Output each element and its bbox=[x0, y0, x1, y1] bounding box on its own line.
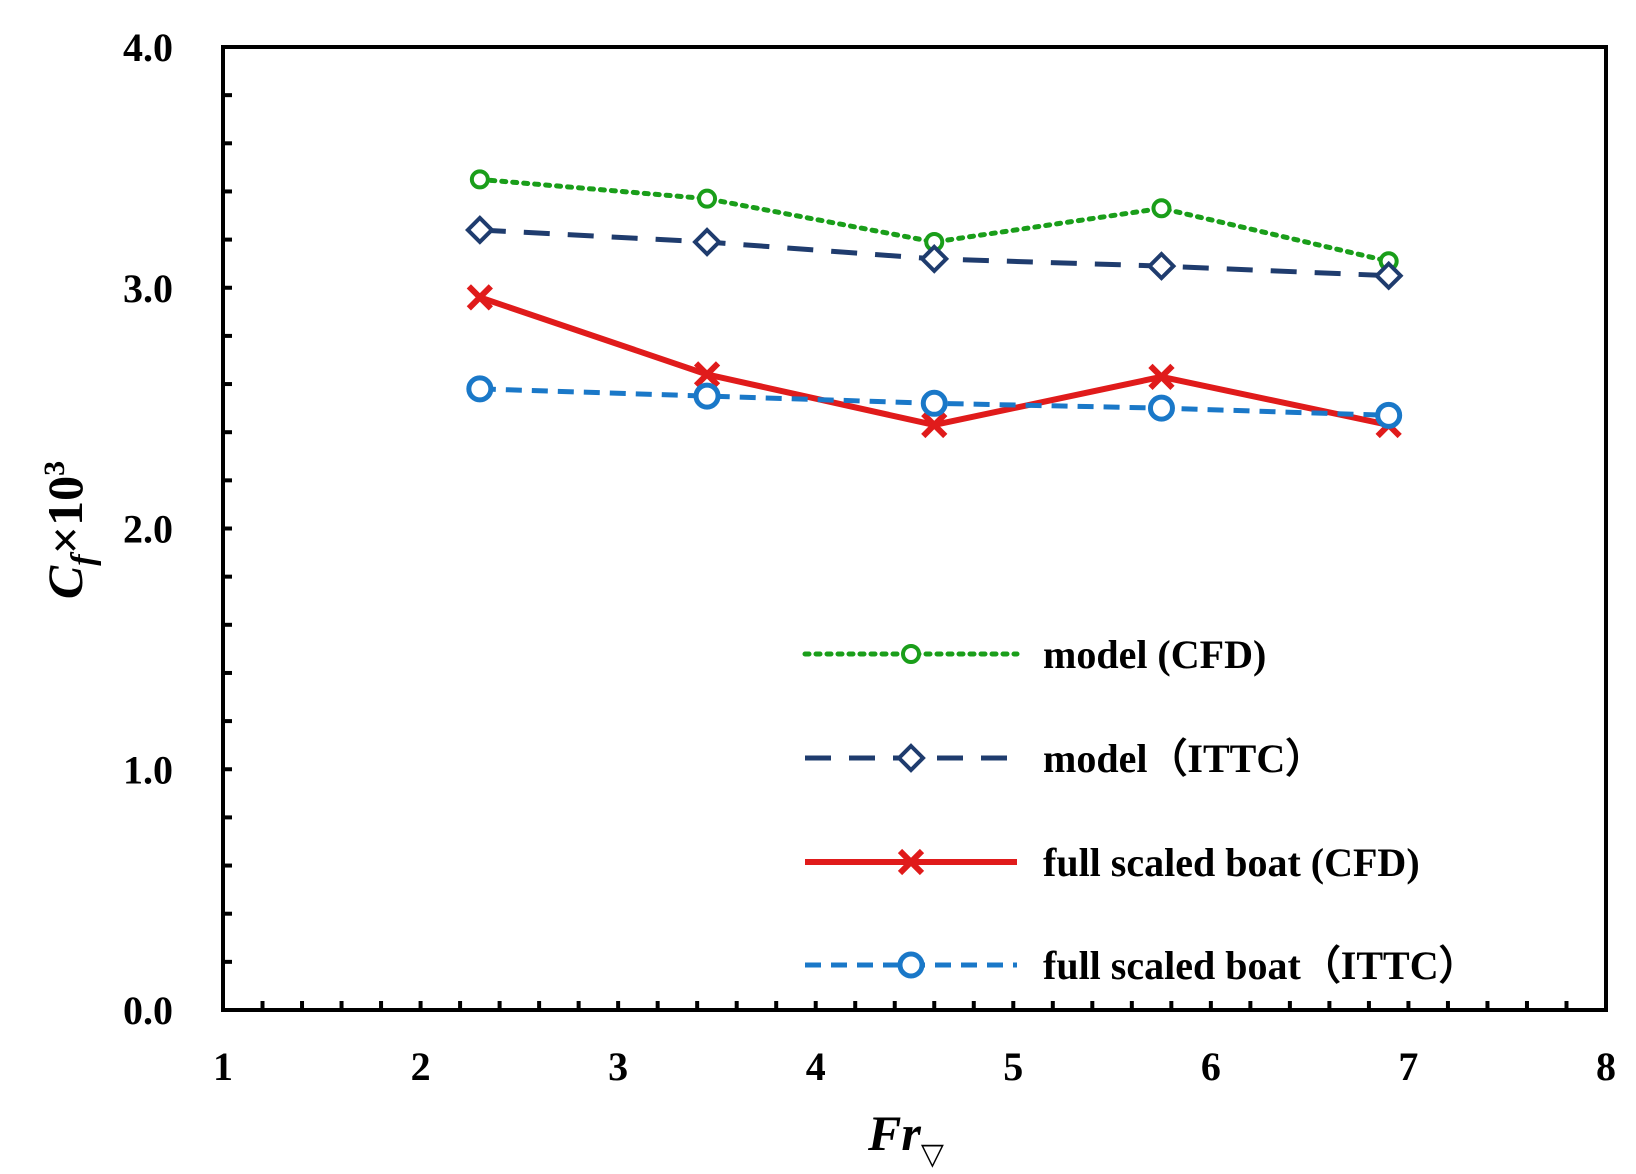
x-axis-title-main: Fr bbox=[867, 1105, 921, 1161]
x-tick-label: 6 bbox=[1201, 1044, 1221, 1089]
data-point bbox=[1375, 401, 1403, 429]
y-tick-labels: 0.0 1.0 2.0 3.0 4.0 bbox=[123, 25, 173, 1033]
y-tick-label: 3.0 bbox=[123, 266, 173, 311]
data-point bbox=[469, 169, 490, 190]
legend-swatch-marker bbox=[901, 644, 921, 664]
series-full-scaled-boat-cfd- bbox=[466, 284, 1402, 439]
y-tick-label: 0.0 bbox=[123, 988, 173, 1033]
legend-item: model（ITTC） bbox=[805, 736, 1325, 781]
y-tick-label: 1.0 bbox=[123, 747, 173, 792]
data-point bbox=[920, 389, 948, 417]
y-tick-label: 2.0 bbox=[123, 507, 173, 552]
y-axis-title-superscript: 3 bbox=[38, 461, 71, 476]
legend-swatch-marker bbox=[897, 951, 925, 979]
legend-label: full scaled boat (CFD) bbox=[1043, 840, 1420, 885]
data-point bbox=[466, 284, 493, 311]
series-layer bbox=[465, 169, 1404, 439]
legend: model (CFD) model（ITTC） full scaled boat (… bbox=[802, 632, 1479, 988]
x-tick-label: 5 bbox=[1003, 1044, 1023, 1089]
legend-swatch-marker bbox=[897, 848, 925, 876]
y-axis-title-main: C bbox=[37, 565, 93, 599]
data-point bbox=[1147, 394, 1175, 422]
data-point bbox=[466, 375, 494, 403]
x-tick-label: 7 bbox=[1398, 1044, 1418, 1089]
legend-item: full scaled boat（ITTC） bbox=[805, 943, 1479, 988]
data-point bbox=[919, 244, 950, 274]
data-point bbox=[1146, 251, 1177, 281]
legend-label: model (CFD) bbox=[1043, 632, 1266, 677]
legend-label: model（ITTC） bbox=[1043, 736, 1325, 781]
y-axis-title: Cf×103 bbox=[37, 461, 102, 599]
data-point bbox=[693, 382, 721, 410]
y-tick-label: 4.0 bbox=[123, 25, 173, 70]
x-tick-label: 1 bbox=[213, 1044, 233, 1089]
data-point bbox=[1148, 363, 1175, 390]
data-point bbox=[1373, 260, 1404, 291]
series-model-ittc- bbox=[465, 215, 1404, 291]
minor-ticks bbox=[223, 93, 1569, 1010]
x-tick-label: 4 bbox=[806, 1044, 826, 1089]
legend-item: full scaled boat (CFD) bbox=[805, 840, 1420, 885]
x-tick-label: 8 bbox=[1596, 1044, 1616, 1089]
data-point bbox=[465, 215, 495, 245]
series-line bbox=[477, 176, 1392, 264]
x-axis-title: Fr▽ bbox=[867, 1105, 944, 1171]
data-point bbox=[692, 227, 722, 257]
y-axis-title-suffix: ×10 bbox=[37, 476, 93, 555]
y-axis-title-subscript: f bbox=[65, 551, 102, 566]
x-axis-title-subscript: ▽ bbox=[921, 1138, 944, 1171]
data-point bbox=[921, 411, 948, 439]
data-point bbox=[693, 361, 721, 388]
x-tick-label: 3 bbox=[608, 1044, 628, 1089]
legend-label: full scaled boat（ITTC） bbox=[1043, 943, 1479, 988]
legend-swatch-marker bbox=[896, 743, 926, 773]
x-tick-label: 2 bbox=[411, 1044, 431, 1089]
data-point bbox=[697, 188, 718, 209]
series-full-scaled-boat-ittc- bbox=[466, 375, 1403, 429]
x-tick-labels: 1 2 3 4 5 6 7 8 bbox=[213, 1044, 1616, 1089]
data-point bbox=[1151, 198, 1172, 219]
legend-item: model (CFD) bbox=[802, 632, 1266, 677]
